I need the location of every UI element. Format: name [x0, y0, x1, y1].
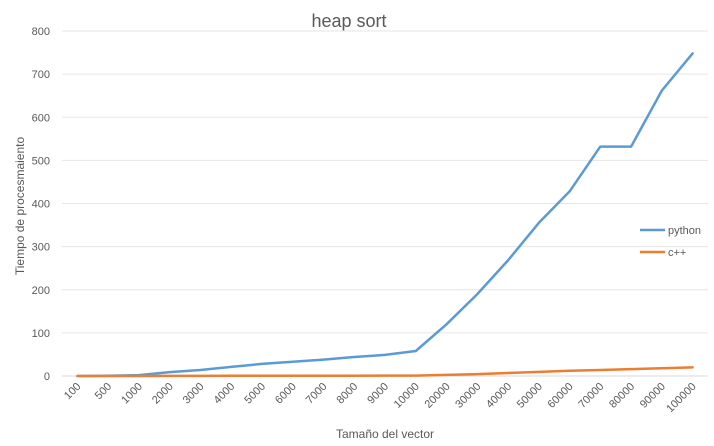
x-tick-label: 1000: [119, 381, 145, 407]
y-tick-label: 500: [32, 155, 50, 167]
x-tick-label: 100: [62, 381, 83, 402]
y-tick-label: 400: [32, 199, 50, 211]
series-line-c: [76, 366, 694, 378]
y-axis-ticks: 0 100 200 300 400 500 600 700 800: [32, 26, 50, 383]
legend-label: c++: [668, 247, 686, 259]
x-tick-label: 7000: [304, 381, 330, 407]
x-tick-label: 50000: [515, 381, 545, 411]
x-tick-label: 70000: [576, 381, 606, 411]
y-tick-label: 300: [32, 242, 50, 254]
gridlines: [62, 30, 708, 377]
x-tick-label: 80000: [607, 381, 637, 411]
series-line-python: [76, 52, 694, 378]
x-tick-label: 6000: [273, 381, 299, 407]
x-tick-label: 5000: [242, 381, 268, 407]
y-axis-title: Tiempo de procesmaiento: [13, 137, 27, 276]
legend-label: python: [668, 225, 701, 237]
x-tick-label: 500: [93, 381, 114, 402]
y-tick-label: 600: [32, 112, 50, 124]
x-tick-label: 60000: [546, 381, 576, 411]
x-axis-title: Tamaño del vector: [336, 427, 434, 441]
x-tick-label: 100000: [664, 381, 698, 415]
y-tick-label: 200: [32, 285, 50, 297]
x-tick-label: 3000: [181, 381, 207, 407]
x-tick-label: 30000: [453, 381, 483, 411]
y-tick-label: 700: [32, 69, 50, 81]
y-tick-label: 800: [32, 26, 50, 38]
x-tick-label: 40000: [484, 381, 514, 411]
y-tick-label: 0: [44, 371, 50, 383]
x-axis-ticks: 100 500 1000 2000 3000 4000 5000 6000 7000 8000 90…: [62, 381, 699, 415]
x-tick-label: 4000: [212, 381, 238, 407]
y-tick-label: 100: [32, 328, 50, 340]
legend: python c++: [640, 225, 701, 259]
series-lines: [76, 52, 694, 378]
x-tick-label: 20000: [423, 381, 453, 411]
x-tick-label: 8000: [335, 381, 361, 407]
x-tick-label: 10000: [392, 381, 422, 411]
chart-title: heap sort: [311, 11, 386, 31]
x-tick-label: 9000: [365, 381, 391, 407]
x-tick-label: 2000: [150, 381, 176, 407]
